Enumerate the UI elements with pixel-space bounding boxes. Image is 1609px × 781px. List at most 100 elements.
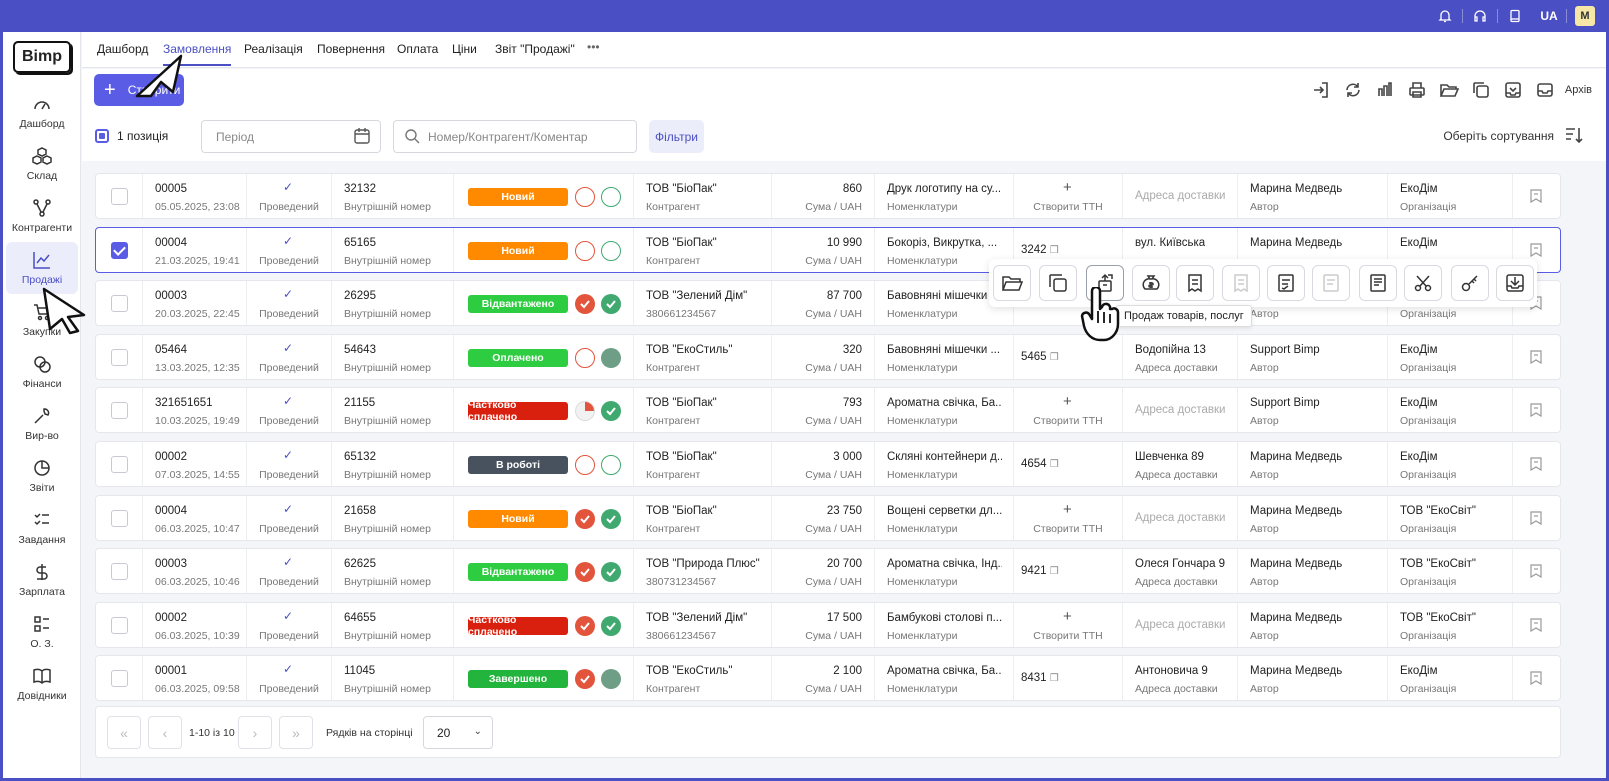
sidebar-item-6[interactable]: Вир-во — [6, 398, 78, 450]
refresh-icon[interactable] — [1341, 78, 1365, 102]
row-checkbox[interactable] — [111, 670, 128, 688]
shipment-status-icon[interactable] — [601, 401, 621, 422]
order-number[interactable]: 00002 — [155, 611, 187, 624]
document-button[interactable] — [1359, 265, 1397, 301]
ttn-number[interactable]: 9421 ❐ — [1021, 565, 1059, 578]
ttn-number[interactable]: 5465 ❐ — [1021, 350, 1059, 363]
copy-icon[interactable]: ❐ — [1049, 351, 1059, 363]
bell-icon[interactable] — [1428, 6, 1462, 26]
plus-icon[interactable]: + — [1063, 393, 1072, 411]
order-number[interactable]: 00001 — [155, 665, 187, 678]
table-row[interactable]: 00005 05.05.2025, 23:08 ✓ Проведений 32132… — [95, 173, 1561, 219]
table-row[interactable]: 00004 06.03.2025, 10:47 ✓ Проведений 21658… — [95, 494, 1561, 541]
shipment-status-icon[interactable] — [601, 240, 621, 261]
bookmark-icon[interactable] — [1530, 403, 1542, 418]
bookmark-icon[interactable] — [1530, 189, 1542, 203]
delivery-address-placeholder[interactable]: Адреса доставки — [1135, 190, 1226, 202]
sidebar-item-5[interactable]: Фінанси — [6, 346, 78, 398]
status-badge[interactable]: Новий — [468, 509, 568, 528]
folder-icon[interactable] — [1437, 78, 1461, 102]
client-name[interactable]: ТОВ "БіоПак" — [646, 451, 717, 463]
bookmark-icon[interactable] — [1530, 671, 1542, 686]
bookmark-icon[interactable] — [1530, 350, 1542, 364]
table-row[interactable]: 321651651 10.03.2025, 19:49 ✓ Проведений 2… — [95, 387, 1561, 434]
plus-icon[interactable]: + — [1063, 179, 1072, 196]
client-name[interactable]: ТОВ "БіоПак" — [646, 183, 717, 195]
status-badge[interactable]: Новий — [468, 241, 568, 260]
calendar-icon[interactable] — [353, 127, 371, 145]
ttn-number[interactable]: 8431 ❐ — [1021, 672, 1059, 685]
sidebar-item-11[interactable]: Довідники — [6, 658, 78, 710]
order-number[interactable]: 00002 — [155, 451, 187, 463]
order-number[interactable]: 00004 — [155, 504, 187, 517]
sidebar-item-3[interactable]: Продажі — [6, 242, 78, 294]
order-number[interactable]: 00003 — [155, 290, 187, 303]
book-icon[interactable] — [1498, 6, 1532, 26]
import-icon[interactable] — [1309, 78, 1333, 102]
create-ttn-button[interactable]: Створити ТТН — [1033, 629, 1103, 642]
delivery-address-placeholder[interactable]: Адреса доставки — [1135, 618, 1226, 631]
payment-status-icon[interactable] — [575, 347, 595, 368]
prev-page-button[interactable]: ‹ — [148, 716, 182, 749]
period-input[interactable] — [201, 120, 381, 153]
status-badge[interactable]: В роботі — [468, 456, 568, 474]
status-badge[interactable]: Частково сплачено — [468, 399, 568, 423]
key-button[interactable] — [1451, 265, 1489, 301]
order-number[interactable]: 00005 — [155, 183, 187, 195]
shipment-status-icon[interactable] — [601, 187, 621, 207]
table-row[interactable]: 00002 06.03.2025, 10:39 ✓ Проведений 64655… — [95, 601, 1561, 648]
client-name[interactable]: ТОВ "ЕкоСтиль" — [646, 665, 733, 678]
next-page-button[interactable]: › — [238, 716, 272, 749]
payment-status-icon[interactable] — [575, 562, 595, 583]
client-name[interactable]: ТОВ "БіоПак" — [646, 504, 717, 517]
table-row[interactable]: 00001 06.03.2025, 09:58 ✓ Проведений 11045… — [95, 655, 1561, 702]
table-row[interactable]: 00002 07.03.2025, 14:55 ✓ Проведений 65132… — [95, 441, 1561, 487]
scissors-button[interactable] — [1404, 265, 1442, 301]
archive-icon[interactable] — [1533, 78, 1557, 102]
payment-status-icon[interactable] — [575, 455, 595, 475]
row-checkbox[interactable] — [111, 295, 128, 313]
status-badge[interactable]: Оплачено — [468, 348, 568, 367]
row-checkbox[interactable] — [111, 563, 128, 581]
payment-status-icon[interactable] — [575, 508, 595, 529]
table-row[interactable]: 00004 21.03.2025, 19:41 ✓ Проведений 65165… — [95, 226, 1561, 273]
archive-box-button[interactable] — [1496, 265, 1534, 301]
row-checkbox[interactable] — [111, 241, 128, 259]
status-badge[interactable]: Відвантажено — [468, 563, 568, 582]
print-icon[interactable] — [1405, 78, 1429, 102]
table-row[interactable]: 05464 13.03.2025, 12:35 ✓ Проведений 54643… — [95, 333, 1561, 380]
search-input[interactable] — [393, 120, 637, 153]
money-bag-button[interactable] — [1132, 265, 1170, 301]
client-name[interactable]: ТОВ "ЕкоСтиль" — [646, 343, 733, 356]
shipment-status-icon[interactable] — [601, 508, 621, 529]
payment-status-icon[interactable] — [575, 294, 595, 315]
status-badge[interactable]: Частково сплачено — [468, 614, 568, 638]
shipment-status-icon[interactable] — [601, 455, 621, 475]
order-number[interactable]: 00004 — [155, 236, 187, 249]
row-checkbox[interactable] — [111, 188, 128, 205]
copy-icon[interactable]: ❐ — [1049, 459, 1059, 470]
table-row[interactable]: 00003 06.03.2025, 10:46 ✓ Проведений 62625… — [95, 548, 1561, 595]
shipment-status-icon[interactable] — [601, 294, 621, 315]
payment-status-icon[interactable] — [575, 401, 595, 422]
archive-download-icon[interactable] — [1501, 78, 1525, 102]
create-ttn-button[interactable]: Створити ТТН — [1033, 415, 1103, 428]
payment-status-icon[interactable] — [575, 240, 595, 261]
status-badge[interactable]: Відвантажено — [468, 295, 568, 314]
copy-button[interactable] — [1039, 265, 1077, 301]
headset-icon[interactable] — [1463, 6, 1497, 26]
ttn-number[interactable]: 4654 ❐ — [1021, 458, 1059, 470]
archive-label[interactable]: Архів — [1564, 84, 1592, 96]
filters-button[interactable]: Фільтри — [649, 120, 704, 153]
copy-icon[interactable]: ❐ — [1049, 566, 1059, 578]
sale-export-button[interactable] — [1086, 265, 1124, 301]
avatar[interactable]: M — [1575, 6, 1595, 26]
row-checkbox[interactable] — [111, 509, 128, 527]
shipment-status-icon[interactable] — [601, 669, 621, 690]
payment-status-icon[interactable] — [575, 669, 595, 690]
sidebar-item-7[interactable]: Звіти — [6, 450, 78, 502]
bookmark-icon[interactable] — [1530, 510, 1542, 525]
tab-realization[interactable]: Реалізація — [244, 42, 303, 56]
client-name[interactable]: ТОВ "Зелений Дім" — [646, 611, 748, 624]
client-name[interactable]: ТОВ "БіоПак" — [646, 236, 717, 249]
